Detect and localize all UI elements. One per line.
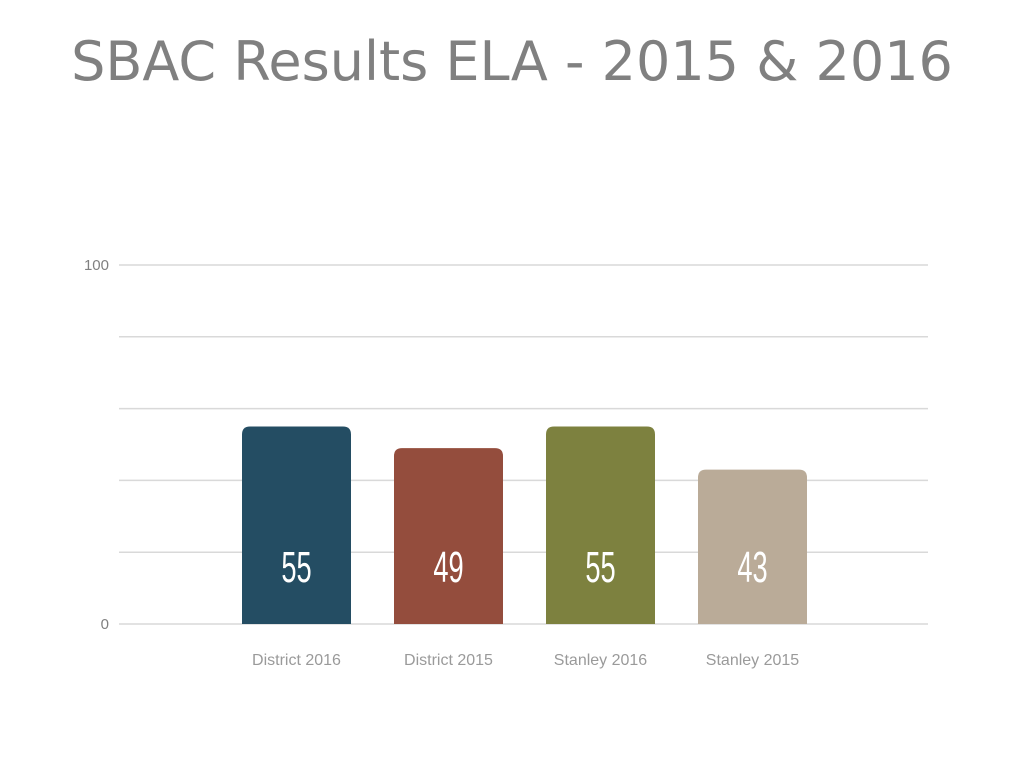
x-tick-label: Stanley 2016 [554, 652, 648, 669]
data-label: 49 [433, 542, 463, 591]
x-tick-label: Stanley 2015 [706, 652, 800, 669]
bar [698, 469, 807, 624]
labels: 0 100 55 District 2016 49 District 2015 55 Stan… [84, 257, 799, 669]
data-label: 43 [737, 542, 767, 591]
data-label: 55 [281, 542, 311, 591]
bar [242, 426, 351, 624]
bar [394, 448, 503, 624]
chart-title: SBAC Results ELA - 2015 & 2016 [71, 30, 953, 93]
x-tick-label: District 2015 [404, 652, 493, 669]
bars [242, 426, 807, 624]
x-tick-label: District 2016 [252, 652, 341, 669]
y-tick-label: 0 [101, 616, 109, 633]
bar [546, 426, 655, 624]
data-label: 55 [585, 542, 615, 591]
y-tick-label: 100 [84, 257, 109, 274]
